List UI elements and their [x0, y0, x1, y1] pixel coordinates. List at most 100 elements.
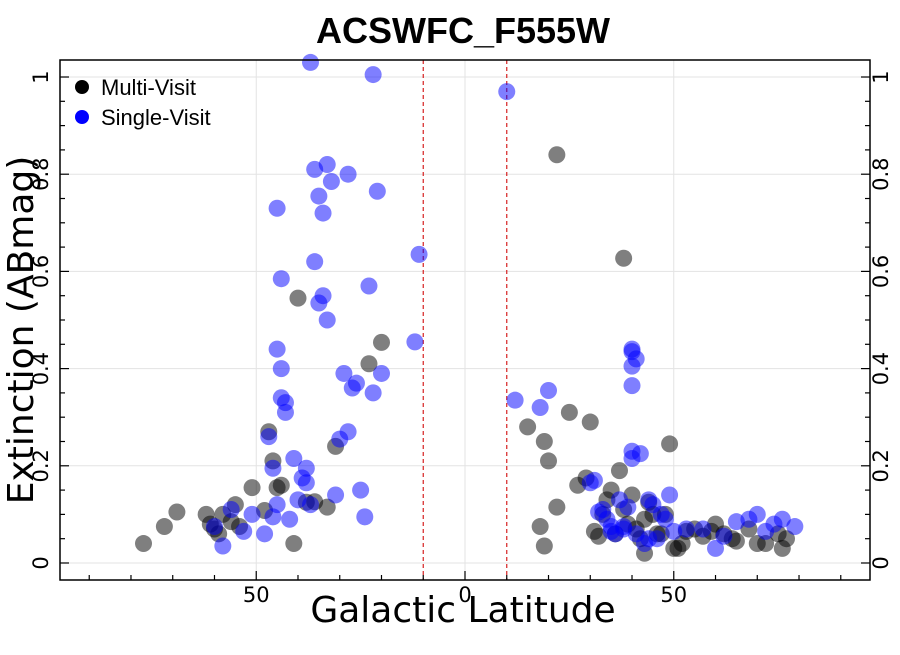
- point-multi-visit: [548, 498, 566, 516]
- x-tick-label: 50: [660, 583, 687, 607]
- point-multi-visit: [560, 403, 578, 421]
- point-multi-visit: [535, 537, 553, 555]
- y-tick-label-left: 1: [29, 70, 53, 83]
- point-single-visit: [623, 343, 641, 361]
- point-single-visit: [540, 381, 558, 399]
- point-multi-visit: [289, 289, 307, 307]
- point-single-visit: [661, 486, 679, 504]
- point-multi-visit: [272, 476, 290, 494]
- point-multi-visit: [581, 413, 599, 431]
- point-multi-visit: [243, 479, 261, 497]
- point-single-visit: [272, 270, 290, 288]
- point-single-visit: [302, 496, 320, 514]
- point-multi-visit: [777, 530, 795, 548]
- point-multi-visit: [285, 535, 303, 553]
- point-single-visit: [281, 510, 299, 528]
- point-multi-visit: [636, 510, 654, 528]
- point-single-visit: [310, 294, 328, 312]
- point-single-visit: [205, 518, 223, 536]
- point-single-visit: [272, 360, 290, 378]
- point-single-visit: [310, 187, 328, 205]
- point-single-visit: [356, 508, 374, 526]
- point-multi-visit: [531, 518, 549, 536]
- point-single-visit: [335, 364, 353, 382]
- point-single-visit: [715, 527, 733, 545]
- chart-title: ACSWFC_F555W: [316, 10, 610, 51]
- point-multi-visit: [610, 462, 628, 480]
- point-single-visit: [640, 530, 658, 548]
- point-multi-visit: [661, 435, 679, 453]
- point-multi-visit: [168, 503, 186, 521]
- point-single-visit: [360, 277, 378, 295]
- y-tick-label-right: 0.2: [869, 449, 893, 482]
- point-multi-visit: [615, 249, 633, 267]
- point-single-visit: [339, 165, 357, 183]
- axes: 50 0 50 0 0 0.2 0.2 0.4 0.4 0.6 0.6 0.8 0.8 1 1: [29, 70, 893, 607]
- y-tick-label-left: 0.6: [29, 255, 53, 288]
- point-single-visit: [581, 474, 599, 492]
- y-tick-label-left: 0: [29, 556, 53, 569]
- y-tick-label-left: 0.2: [29, 449, 53, 482]
- point-multi-visit: [548, 146, 566, 164]
- point-single-visit: [623, 377, 641, 395]
- point-single-visit: [214, 537, 232, 555]
- y-tick-label-right: 0: [869, 556, 893, 569]
- point-single-visit: [318, 311, 336, 329]
- point-single-visit: [590, 503, 608, 521]
- legend-marker: [75, 80, 89, 94]
- y-axis-title: Extinction (ABmag): [1, 156, 42, 505]
- point-single-visit: [339, 423, 357, 441]
- point-multi-visit: [372, 333, 390, 351]
- point-multi-visit: [519, 418, 537, 436]
- point-single-visit: [276, 394, 294, 412]
- x-tick-label: 50: [243, 583, 270, 607]
- point-single-visit: [352, 481, 370, 499]
- point-single-visit: [406, 333, 424, 351]
- legend: Multi-Visit Single-Visit: [75, 75, 211, 130]
- point-single-visit: [364, 384, 382, 402]
- point-single-visit: [243, 505, 261, 523]
- y-tick-label-right: 0.8: [869, 158, 893, 191]
- point-single-visit: [619, 498, 637, 516]
- legend-marker: [75, 110, 89, 124]
- point-single-visit: [347, 374, 365, 392]
- point-single-visit: [264, 459, 282, 477]
- point-single-visit: [410, 245, 428, 263]
- point-single-visit: [285, 450, 303, 468]
- point-multi-visit: [535, 432, 553, 450]
- point-multi-visit: [155, 518, 173, 536]
- point-single-visit: [707, 539, 725, 557]
- point-single-visit: [264, 508, 282, 526]
- point-single-visit: [268, 199, 286, 217]
- point-single-visit: [322, 172, 340, 190]
- point-single-visit: [773, 510, 791, 528]
- point-single-visit: [656, 510, 674, 528]
- point-single-visit: [318, 155, 336, 173]
- point-single-visit: [222, 501, 240, 519]
- point-single-visit: [302, 53, 320, 71]
- point-single-visit: [235, 522, 253, 540]
- point-multi-visit: [135, 535, 153, 553]
- point-multi-visit: [757, 535, 775, 553]
- point-single-visit: [623, 357, 641, 375]
- point-multi-visit: [360, 355, 378, 373]
- point-single-visit: [677, 520, 695, 538]
- legend-label: Multi-Visit: [101, 75, 196, 100]
- x-tick-label: 0: [458, 583, 471, 607]
- point-single-visit: [623, 450, 641, 468]
- grid: [60, 60, 870, 580]
- point-single-visit: [314, 204, 332, 222]
- point-single-visit: [748, 505, 766, 523]
- point-single-visit: [506, 391, 524, 409]
- point-single-visit: [297, 459, 315, 477]
- point-single-visit: [694, 520, 712, 538]
- point-single-visit: [372, 364, 390, 382]
- point-single-visit: [327, 486, 345, 504]
- point-single-visit: [368, 182, 386, 200]
- point-single-visit: [786, 518, 804, 536]
- point-multi-visit: [540, 452, 558, 470]
- data-points: [135, 53, 804, 562]
- point-single-visit: [260, 428, 278, 446]
- y-tick-label-left: 0.8: [29, 158, 53, 191]
